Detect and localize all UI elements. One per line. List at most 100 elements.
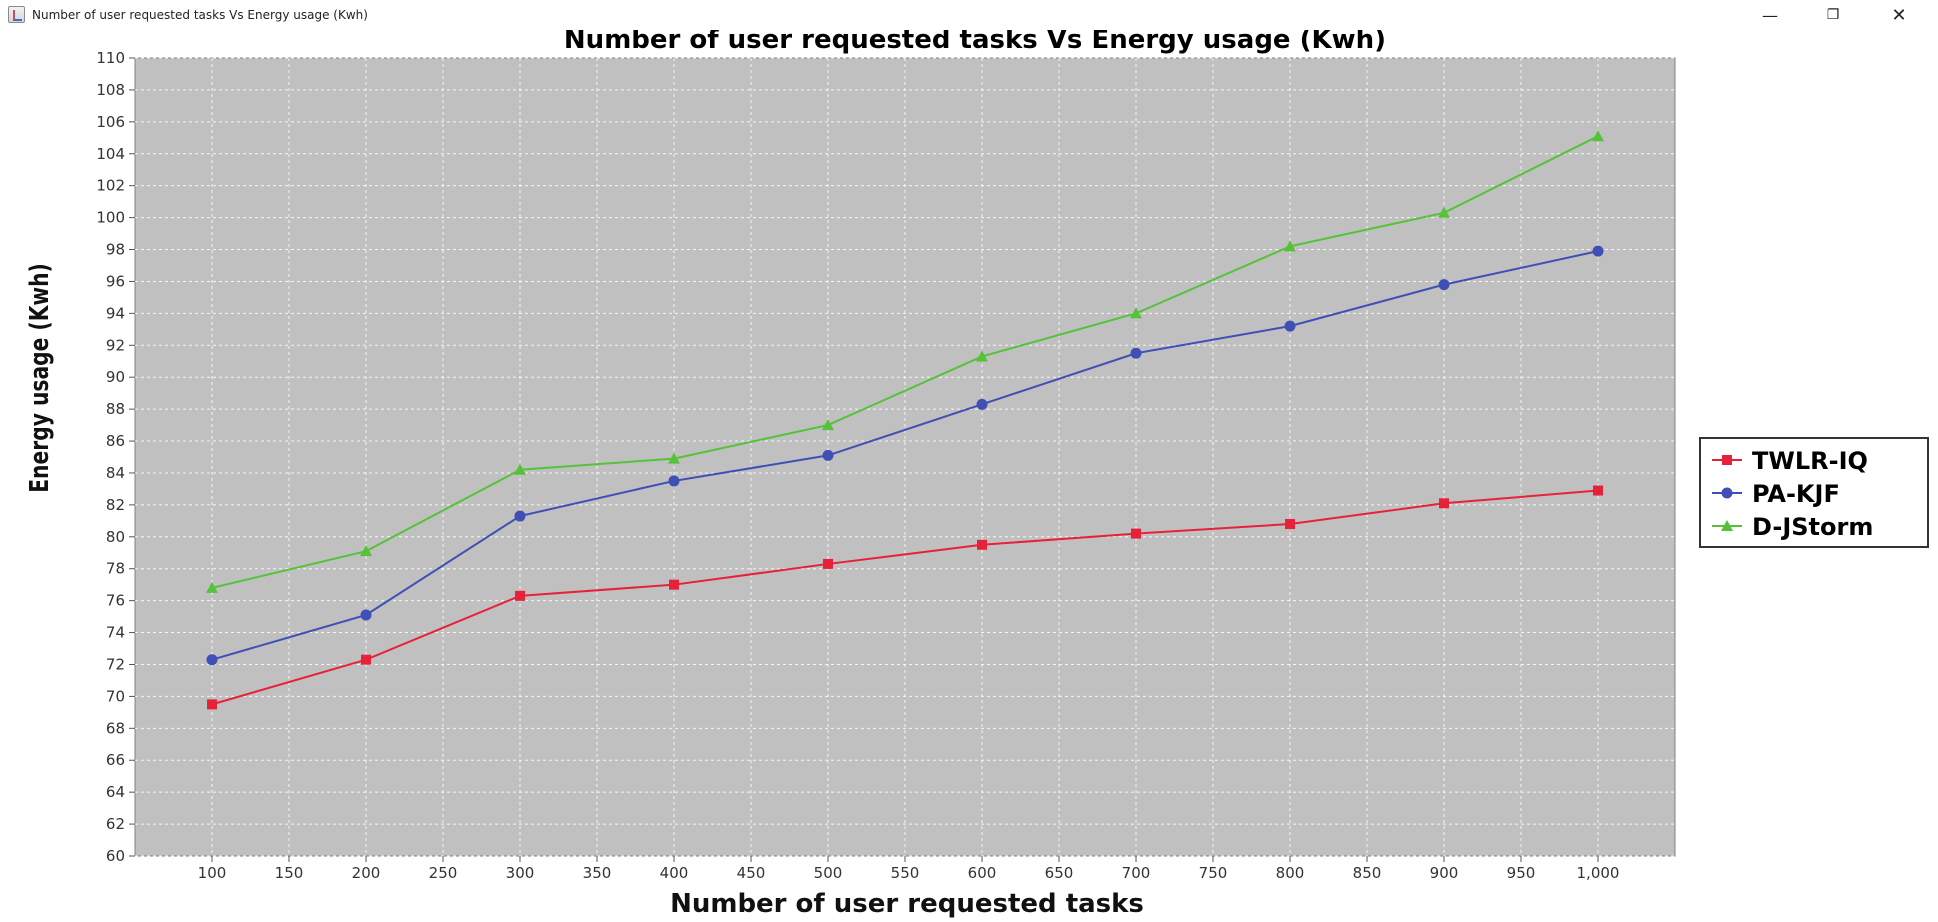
data-point-pa-kjf xyxy=(514,510,526,522)
x-tick-label: 900 xyxy=(1430,864,1459,882)
axes: 60 62 64 66 68 70 72 74 76 78 80 82 84 86 88 90 92 94 96 98… xyxy=(96,49,1619,882)
data-point-pa-kjf xyxy=(360,609,372,621)
x-tick-label: 950 xyxy=(1507,864,1536,882)
data-point-twlr-iq xyxy=(1285,519,1295,530)
y-tick-label: 62 xyxy=(106,815,125,833)
y-tick-label: 78 xyxy=(106,560,125,578)
legend-marker-pa-kjf xyxy=(1721,487,1733,499)
data-point-d-jstorm xyxy=(1592,130,1604,142)
chart-title: Number of user requested tasks Vs Energy… xyxy=(564,30,1386,55)
y-tick-label: 68 xyxy=(106,719,125,737)
y-tick-label: 72 xyxy=(106,655,125,673)
x-tick-label: 200 xyxy=(352,864,381,882)
x-tick-label: 600 xyxy=(968,864,997,882)
data-point-twlr-iq xyxy=(207,699,217,710)
y-tick-label: 100 xyxy=(96,209,125,227)
legend-marker-twlr-iq xyxy=(1722,455,1732,465)
legend-label-pa-kjf: PA-KJF xyxy=(1752,480,1840,508)
data-point-twlr-iq xyxy=(361,654,371,665)
x-tick-label: 800 xyxy=(1276,864,1305,882)
x-tick-label: 650 xyxy=(1045,864,1074,882)
x-tick-label: 850 xyxy=(1353,864,1382,882)
series-line-twlr-iq xyxy=(211,489,1599,706)
x-tick-label: 100 xyxy=(198,864,227,882)
y-tick-label: 66 xyxy=(106,751,125,769)
data-point-d-jstorm xyxy=(206,581,218,593)
y-tick-label: 76 xyxy=(106,592,125,610)
y-axis-label: Energy usage (Kwh) xyxy=(25,263,55,493)
x-tick-label: 400 xyxy=(660,864,689,882)
minimize-icon: — xyxy=(1762,5,1778,25)
y-tick-label: 110 xyxy=(96,49,125,67)
data-point-d-jstorm xyxy=(514,463,526,475)
data-point-d-jstorm xyxy=(1130,307,1142,319)
y-tick-label: 104 xyxy=(96,145,125,163)
data-point-d-jstorm xyxy=(360,545,372,557)
data-point-twlr-iq xyxy=(1593,485,1603,496)
y-tick-label: 64 xyxy=(106,783,125,801)
x-tick-label: 500 xyxy=(814,864,843,882)
restore-icon: ❐ xyxy=(1826,7,1840,23)
data-point-pa-kjf xyxy=(976,398,988,410)
minimize-button[interactable]: — xyxy=(1744,0,1796,30)
data-point-pa-kjf xyxy=(1592,245,1604,257)
y-tick-label: 96 xyxy=(106,272,125,290)
y-tick-label: 106 xyxy=(96,113,125,131)
series-line-pa-kjf xyxy=(211,250,1599,661)
data-point-twlr-iq xyxy=(977,539,987,550)
gridlines xyxy=(135,57,1675,857)
y-tick-label: 70 xyxy=(106,687,125,705)
x-tick-label: 550 xyxy=(891,864,920,882)
data-point-twlr-iq xyxy=(823,558,833,569)
legend-label-d-jstorm: D-JStorm xyxy=(1752,513,1873,541)
data-point-pa-kjf xyxy=(822,449,834,461)
y-tick-label: 102 xyxy=(96,177,125,195)
data-point-twlr-iq xyxy=(1439,498,1449,509)
data-point-pa-kjf xyxy=(1130,347,1142,359)
series-line-d-jstorm xyxy=(211,135,1599,589)
data-point-pa-kjf xyxy=(1284,320,1296,332)
restore-button[interactable]: ❐ xyxy=(1807,0,1859,30)
legend: TWLR-IQ PA-KJF D-JStorm xyxy=(1699,437,1929,548)
x-tick-label: 1,000 xyxy=(1577,864,1620,882)
series-layer xyxy=(206,130,1604,710)
y-tick-label: 94 xyxy=(106,304,125,322)
y-tick-label: 98 xyxy=(106,241,125,259)
data-point-twlr-iq xyxy=(669,579,679,590)
data-point-pa-kjf xyxy=(1438,279,1450,291)
legend-label-twlr-iq: TWLR-IQ xyxy=(1752,447,1868,475)
data-point-d-jstorm xyxy=(1284,240,1296,252)
data-point-d-jstorm xyxy=(668,452,680,464)
x-axis-label: Number of user requested tasks xyxy=(670,889,1144,919)
y-tick-label: 84 xyxy=(106,464,125,482)
window-title: Number of user requested tasks Vs Energy… xyxy=(32,8,368,22)
data-point-d-jstorm xyxy=(822,419,834,431)
window-titlebar: Number of user requested tasks Vs Energy… xyxy=(0,0,1938,30)
data-point-twlr-iq xyxy=(1131,528,1141,539)
data-point-twlr-iq xyxy=(515,590,525,601)
y-tick-label: 86 xyxy=(106,432,125,450)
close-button[interactable]: ✕ xyxy=(1873,0,1925,30)
y-tick-label: 82 xyxy=(106,496,125,514)
y-tick-label: 90 xyxy=(106,368,125,386)
y-tick-label: 88 xyxy=(106,400,125,418)
data-point-d-jstorm xyxy=(1438,206,1450,218)
x-tick-label: 300 xyxy=(506,864,535,882)
y-tick-label: 92 xyxy=(106,336,125,354)
close-icon: ✕ xyxy=(1891,4,1907,26)
y-tick-label: 108 xyxy=(96,81,125,99)
x-tick-label: 700 xyxy=(1122,864,1151,882)
x-tick-label: 450 xyxy=(737,864,766,882)
y-tick-label: 60 xyxy=(106,847,125,865)
data-point-d-jstorm xyxy=(976,350,988,362)
data-point-pa-kjf xyxy=(206,654,218,666)
x-tick-label: 750 xyxy=(1199,864,1228,882)
x-tick-label: 150 xyxy=(275,864,304,882)
legend-marker-d-jstorm xyxy=(1721,520,1733,531)
chart: Number of user requested tasks Vs Energy… xyxy=(25,30,1929,919)
x-tick-label: 350 xyxy=(583,864,612,882)
java-app-icon[interactable] xyxy=(8,6,25,23)
y-tick-label: 80 xyxy=(106,528,125,546)
data-point-pa-kjf xyxy=(668,475,680,487)
y-tick-label: 74 xyxy=(106,624,125,642)
